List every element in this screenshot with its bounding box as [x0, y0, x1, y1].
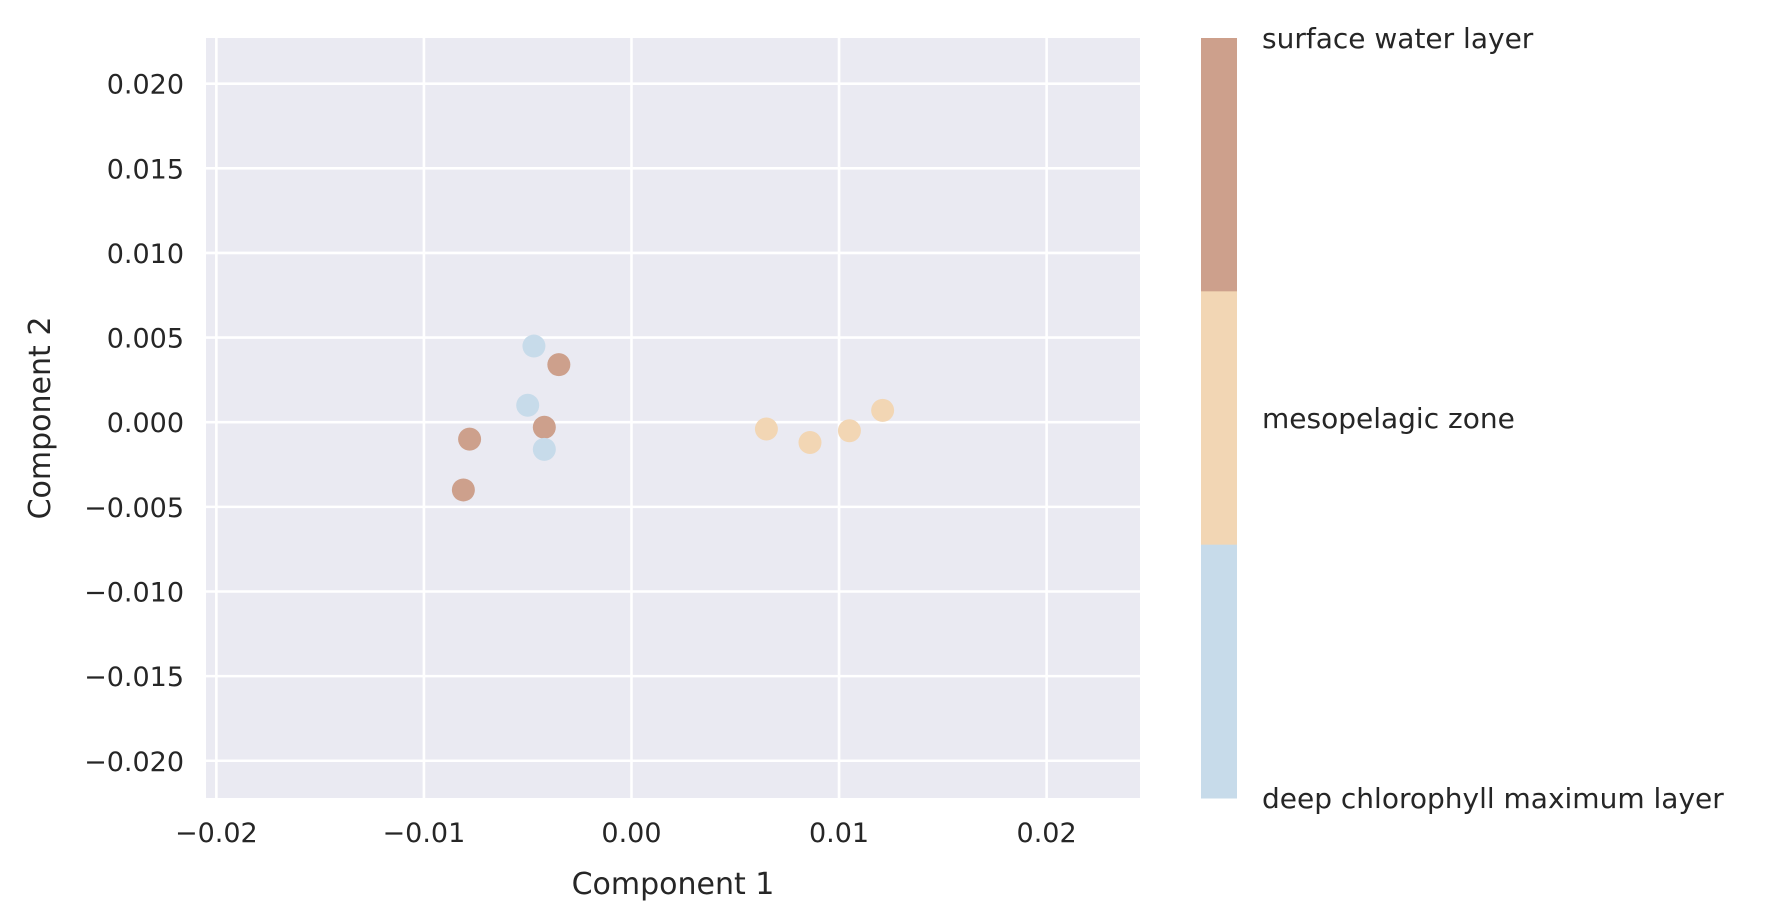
- y-tick-label: −0.005: [84, 493, 184, 524]
- colorbar-label: deep chlorophyll maximum layer: [1262, 782, 1724, 815]
- data-points: [451, 334, 895, 502]
- data-point: [451, 478, 475, 502]
- y-tick-label: 0.000: [107, 408, 184, 439]
- data-point: [754, 417, 778, 441]
- x-tick-label: −0.01: [383, 818, 466, 849]
- y-axis-label: Component 2: [23, 317, 58, 520]
- colorbar-segment: [1201, 291, 1237, 546]
- y-tick-label: −0.015: [84, 662, 184, 693]
- y-tick-label: −0.020: [84, 747, 184, 778]
- y-axis-ticks: 0.020 0.015 0.010 0.005 0.000 −0.005 −0.010 −0.…: [84, 70, 184, 778]
- y-tick-label: −0.010: [84, 577, 184, 608]
- y-tick-label: 0.020: [107, 70, 184, 101]
- plot-area: [206, 38, 1140, 798]
- x-axis-ticks: −0.02 −0.01 0.00 0.01 0.02: [175, 818, 1077, 849]
- data-point: [458, 427, 482, 451]
- x-tick-label: −0.02: [175, 818, 258, 849]
- x-tick-label: 0.02: [1017, 818, 1077, 849]
- colorbar-label: mesopelagic zone: [1262, 402, 1515, 435]
- colorbar-segment: [1201, 38, 1237, 292]
- data-point: [532, 437, 556, 461]
- data-point: [837, 419, 861, 443]
- y-tick-label: 0.015: [107, 154, 184, 185]
- data-point: [798, 431, 822, 455]
- colorbar-label: surface water layer: [1262, 22, 1534, 55]
- colorbar-segment: [1201, 544, 1237, 799]
- x-tick-label: 0.01: [809, 818, 869, 849]
- grid-lines: [206, 38, 1140, 798]
- y-tick-label: 0.005: [107, 324, 184, 355]
- x-axis-label: Component 1: [572, 867, 775, 902]
- data-point: [532, 415, 556, 439]
- data-point: [522, 334, 546, 358]
- colorbar: surface water layer mesopelagic zone deep …: [1201, 22, 1724, 815]
- data-point: [871, 398, 895, 422]
- data-point: [547, 353, 571, 377]
- data-point: [516, 393, 540, 417]
- x-tick-label: 0.00: [601, 818, 661, 849]
- y-tick-label: 0.010: [107, 239, 184, 270]
